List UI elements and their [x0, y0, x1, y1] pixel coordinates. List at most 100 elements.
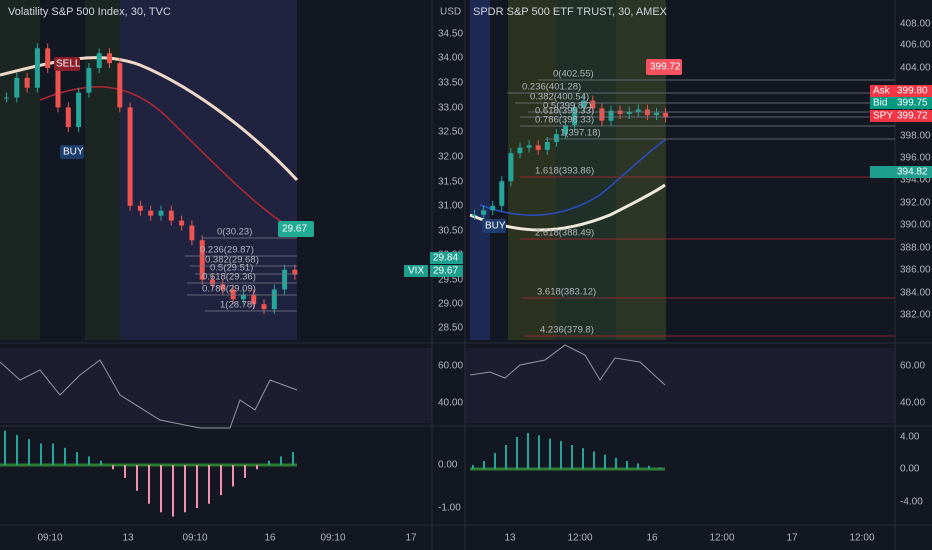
osc-bar: [560, 441, 562, 469]
osc-bar: [268, 460, 270, 465]
candle: [65, 107, 71, 128]
candle: [590, 100, 596, 109]
time-label: 09:10: [320, 533, 345, 544]
candle: [517, 147, 523, 154]
candle: [210, 279, 215, 285]
osc-label: 4.00: [900, 432, 920, 443]
osc-label: 0.00: [900, 464, 920, 475]
candle: [563, 125, 568, 135]
box-value: 394.82: [897, 167, 928, 178]
time-label: 16: [646, 533, 658, 544]
candle: [271, 289, 277, 310]
time-label: 13: [504, 533, 516, 544]
candle: [107, 53, 112, 64]
box-tag: Bid: [873, 98, 887, 109]
candle: [499, 181, 505, 206]
candle: [251, 294, 257, 305]
osc-bar: [637, 463, 639, 469]
price-label: 388.00: [900, 243, 931, 254]
candle: [199, 240, 205, 280]
time-label: 13: [122, 533, 134, 544]
osc-label: -4.00: [900, 497, 923, 508]
candle: [179, 220, 185, 226]
price-label: 32.00: [438, 152, 463, 163]
candle: [572, 107, 578, 126]
candle: [663, 112, 669, 118]
candle: [55, 68, 61, 108]
box-value: 29.67: [433, 266, 458, 277]
candle: [544, 142, 550, 150]
osc-bar: [582, 448, 584, 469]
price-label: 384.00: [900, 288, 931, 299]
fib-label: 4.236(379.8): [540, 325, 594, 336]
box-tag: VIX: [408, 266, 424, 277]
buy-text: BUY: [63, 147, 84, 158]
fib-label: 3.618(383.12): [537, 287, 596, 298]
fib-label: 0.5(29.51): [210, 263, 253, 274]
box-tag: Ask: [873, 86, 891, 97]
price-label: 396.00: [900, 153, 931, 164]
osc-label: -1.00: [438, 503, 461, 514]
candle: [508, 153, 514, 182]
candle: [472, 214, 477, 216]
price-label: 29.00: [438, 299, 463, 310]
candle: [292, 269, 298, 275]
candle: [626, 111, 632, 114]
candle: [282, 269, 288, 290]
osc-bar: [593, 451, 595, 469]
price-label: 34.00: [438, 53, 463, 64]
time-label: 09:10: [37, 533, 62, 544]
osc-bar: [76, 452, 78, 465]
osc-bar: [280, 456, 282, 465]
box-value: 399.75: [897, 98, 928, 109]
price-label: 382.00: [900, 310, 931, 321]
candle: [535, 145, 541, 150]
fib-label: 0.236(401.28): [522, 82, 581, 93]
fib-label: 0.5(399.87): [543, 101, 592, 112]
osc-label: 0.00: [438, 460, 458, 471]
fib-label: 0(30.23): [217, 227, 252, 238]
osc-bar: [244, 465, 246, 478]
fib-label: 1.618(393.86): [535, 166, 594, 177]
candle: [76, 92, 82, 128]
price-label: 34.50: [438, 29, 463, 40]
callout: [278, 221, 314, 237]
candle: [553, 134, 559, 142]
osc-bar: [571, 445, 573, 469]
osc-bar: [292, 452, 294, 465]
time-label: 09:10: [182, 533, 207, 544]
time-label: 12:00: [849, 533, 874, 544]
fib-label: 0.786(29.09): [202, 284, 256, 295]
osc-bar: [148, 465, 150, 504]
osc-bar: [64, 447, 66, 465]
currency: USD: [440, 7, 461, 18]
rsi-label: 40.00: [438, 398, 463, 409]
osc-bar: [659, 467, 661, 469]
osc-bar: [256, 465, 258, 470]
osc-bar: [549, 438, 551, 469]
osc-bar: [648, 465, 650, 469]
box-value: 29.84: [433, 253, 458, 264]
osc-bar: [4, 430, 6, 465]
osc-bar: [232, 465, 234, 487]
candle: [608, 110, 614, 121]
candle: [86, 68, 92, 93]
candle: [14, 77, 20, 98]
box-value: 399.72: [897, 111, 928, 122]
candle: [34, 48, 40, 88]
candle: [654, 112, 659, 116]
price-box: [870, 85, 932, 97]
price-box: [870, 110, 932, 122]
time-label: 12:00: [567, 533, 592, 544]
candle: [45, 48, 51, 69]
buy-text: BUY: [485, 221, 506, 232]
osc-bar: [100, 460, 102, 465]
buy-tag: [482, 219, 506, 233]
price-label: 30.50: [438, 226, 463, 237]
rsi-label: 40.00: [900, 398, 925, 409]
callout: [646, 59, 682, 75]
price-label: 406.00: [900, 40, 931, 51]
time-label: 17: [786, 533, 798, 544]
